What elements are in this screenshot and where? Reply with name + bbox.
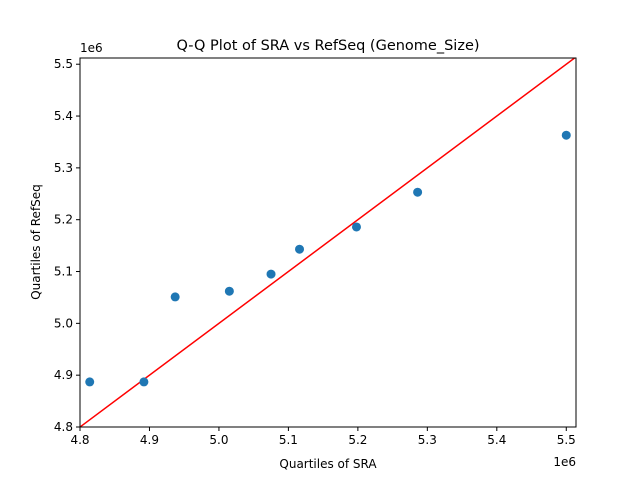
data-point xyxy=(266,269,276,279)
x-tick-label: 4.9 xyxy=(140,433,159,447)
y-tick-label: 5.4 xyxy=(54,109,73,123)
data-point xyxy=(351,222,361,232)
y-tick-label: 4.8 xyxy=(54,420,73,434)
data-point xyxy=(224,286,234,296)
x-axis-label: Quartiles of SRA xyxy=(279,457,377,471)
reference-line xyxy=(80,58,576,427)
data-point xyxy=(139,377,149,387)
x-tick-label: 4.8 xyxy=(70,433,89,447)
plot-frame xyxy=(79,57,577,428)
y-tick-label: 5.1 xyxy=(54,265,73,279)
x-tick-label: 5.4 xyxy=(487,433,506,447)
data-point xyxy=(295,244,305,254)
data-point xyxy=(170,292,180,302)
x-offset-label: 1e6 xyxy=(553,455,576,469)
y-tick-label: 4.9 xyxy=(54,368,73,382)
x-tick-label: 5.3 xyxy=(418,433,437,447)
data-point xyxy=(413,187,423,197)
x-tick-label: 5.0 xyxy=(209,433,228,447)
x-tick-label: 5.5 xyxy=(557,433,576,447)
y-offset-label: 1e6 xyxy=(80,41,103,55)
y-axis-label: Quartiles of RefSeq xyxy=(29,184,43,300)
y-tick-label: 5.0 xyxy=(54,316,73,330)
y-tick-label: 5.5 xyxy=(54,57,73,71)
data-point xyxy=(85,377,95,387)
y-tick-label: 5.3 xyxy=(54,161,73,175)
x-tick-label: 5.2 xyxy=(348,433,367,447)
data-point xyxy=(561,130,571,140)
y-tick-label: 5.2 xyxy=(54,213,73,227)
chart-title: Q-Q Plot of SRA vs RefSeq (Genome_Size) xyxy=(176,38,479,54)
x-tick-label: 5.1 xyxy=(279,433,298,447)
